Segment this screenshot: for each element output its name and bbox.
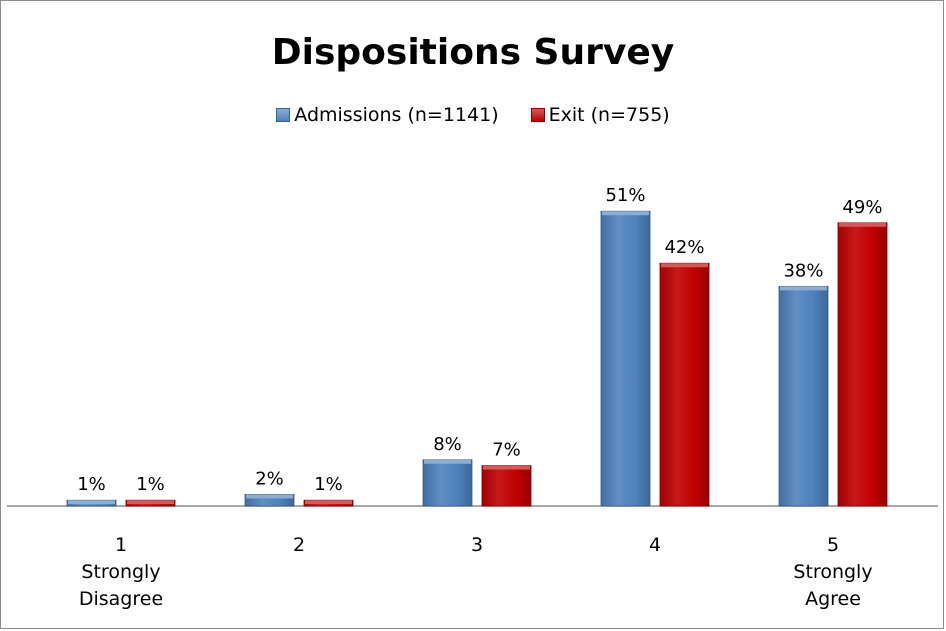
legend: Admissions (n=1141) Exit (n=755) bbox=[0, 104, 946, 126]
bar-highlight bbox=[839, 222, 886, 227]
x-tick-sublabel-1: Disagree bbox=[79, 588, 163, 610]
bar-highlight bbox=[424, 459, 471, 464]
bar-exit-3 bbox=[481, 465, 532, 507]
x-tick-label-2: 2 bbox=[293, 534, 305, 556]
bar-highlight bbox=[246, 494, 293, 499]
x-tick-label-3: 3 bbox=[471, 534, 483, 556]
bar-exit-4 bbox=[659, 262, 710, 507]
bar-admissions-5 bbox=[778, 285, 829, 507]
bar-highlight bbox=[127, 500, 174, 505]
data-label-exit-3: 7% bbox=[492, 440, 521, 461]
legend-label-exit: Exit (n=755) bbox=[548, 104, 670, 126]
legend-item-admissions: Admissions (n=1141) bbox=[276, 104, 499, 126]
legend-swatch-exit bbox=[530, 108, 545, 122]
x-tick-sublabel-1: Strongly bbox=[81, 561, 160, 583]
bar-highlight bbox=[305, 500, 352, 505]
bar-highlight bbox=[780, 286, 827, 291]
bar-exit-5 bbox=[837, 222, 888, 507]
data-label-admissions-3: 8% bbox=[433, 434, 462, 455]
data-label-exit-2: 1% bbox=[314, 474, 343, 495]
bar-highlight bbox=[483, 465, 530, 470]
data-label-exit-5: 49% bbox=[842, 197, 882, 218]
data-label-admissions-5: 38% bbox=[783, 260, 823, 281]
data-label-exit-1: 1% bbox=[136, 474, 165, 495]
chart-title: Dispositions Survey bbox=[271, 32, 675, 73]
bar-admissions-3 bbox=[422, 459, 473, 507]
x-tick-sublabel-5: Agree bbox=[805, 588, 861, 610]
x-tick-sublabel-5: Strongly bbox=[793, 561, 872, 583]
data-label-exit-4: 42% bbox=[664, 237, 704, 258]
x-tick-label-5: 5 bbox=[827, 534, 839, 556]
bar-highlight bbox=[661, 263, 708, 268]
bar-admissions-4 bbox=[600, 210, 651, 507]
data-label-admissions-2: 2% bbox=[255, 468, 284, 489]
bar-highlight bbox=[68, 500, 115, 505]
x-tick-label-1: 1 bbox=[115, 534, 127, 556]
legend-label-admissions: Admissions (n=1141) bbox=[294, 104, 499, 126]
legend-swatch-admissions bbox=[276, 108, 291, 122]
bar-highlight bbox=[602, 211, 649, 216]
data-label-admissions-1: 1% bbox=[77, 474, 106, 495]
x-tick-label-4: 4 bbox=[649, 534, 661, 556]
data-label-admissions-4: 51% bbox=[605, 185, 645, 206]
legend-item-exit: Exit (n=755) bbox=[530, 104, 670, 126]
